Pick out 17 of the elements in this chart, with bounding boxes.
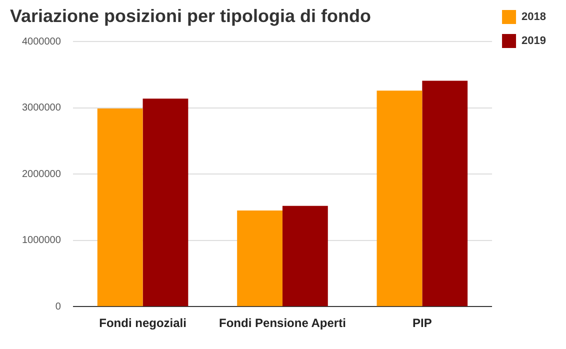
bar [97, 108, 143, 306]
chart-title: Variazione posizioni per tipologia di fondo [10, 6, 372, 26]
y-tick-label: 0 [55, 301, 62, 312]
y-tick-label: 4000000 [22, 36, 62, 48]
x-tick-label: Fondi negoziali [99, 316, 186, 330]
y-tick-label: 3000000 [22, 102, 62, 114]
y-tick-label: 2000000 [22, 168, 62, 180]
bar [142, 98, 188, 306]
x-tick-label: PIP [412, 316, 432, 330]
bar [282, 206, 328, 306]
bar [376, 90, 422, 306]
y-tick-label: 1000000 [22, 235, 62, 246]
bar [237, 210, 282, 306]
legend-label: 2019 [522, 35, 546, 48]
x-tick-label: Fondi Pensione Aperti [219, 316, 346, 330]
bar [422, 80, 468, 306]
legend-label: 2018 [522, 11, 546, 24]
